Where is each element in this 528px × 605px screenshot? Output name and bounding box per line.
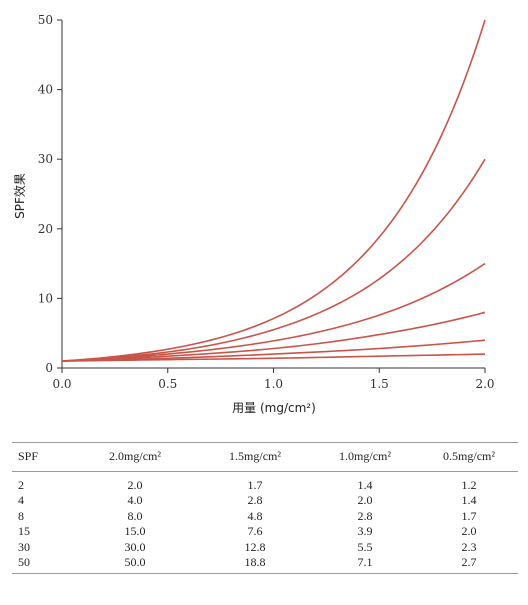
table-cell: 2.0	[461, 524, 477, 539]
y-tick-label: 30	[38, 152, 53, 166]
table-cell: 7.6	[247, 524, 263, 539]
table-row: 30 30.0 12.8 5.5 2.3	[12, 540, 518, 555]
table-cell: 50	[12, 555, 70, 575]
table-cell: 3.9	[357, 524, 373, 539]
table-cell: 1.4	[357, 478, 373, 492]
table-cell: 7.1	[310, 555, 420, 575]
chart-axes: 0 10 20 30 40 50 0.0 0.5 1.0 1.5 2.0	[38, 13, 495, 391]
table-cell: 1.4	[461, 493, 477, 508]
table-cell: 4	[18, 493, 24, 508]
series-line-5	[61, 158, 486, 362]
table-cell: 15.0	[124, 524, 146, 539]
table-cell: 2	[18, 478, 24, 492]
table-cell: 2.8	[357, 508, 373, 523]
table-cell: 1.7	[247, 478, 263, 492]
table-cell: 30	[18, 539, 30, 554]
series-line-4	[61, 262, 486, 362]
x-axis-label: 用量 (mg/cm²)	[232, 401, 316, 415]
x-tick-label: 1.0	[264, 377, 283, 391]
series-line-1	[61, 353, 486, 362]
header-1-5: 1.5mg/cm²	[200, 442, 310, 472]
table-cell: 2.7	[420, 555, 518, 575]
table-cell: 2.8	[247, 493, 263, 508]
header-1-0: 1.0mg/cm²	[310, 442, 420, 472]
table-cell: 2.3	[461, 539, 477, 554]
x-tick-label: 1.5	[370, 377, 389, 391]
spf-chart: 0 10 20 30 40 50 0.0 0.5 1.0 1.5 2.0 SPF效果 用量 (mg/…	[12, 13, 495, 415]
table-cell: 8	[18, 508, 24, 523]
table-row: 4 4.0 2.8 2.0 1.4	[12, 493, 518, 508]
table-cell: 1.2	[461, 478, 477, 492]
table-row: 8 8.0 4.8 2.8 1.7	[12, 509, 518, 524]
table-cell: 12.8	[244, 539, 266, 554]
y-tick-label: 10	[38, 291, 53, 305]
series-line-2	[61, 339, 486, 362]
table-cell: 5.5	[357, 539, 373, 554]
spf-dosage-table: SPF 2.0mg/cm² 1.5mg/cm² 1.0mg/cm² 0.5mg/…	[12, 442, 518, 575]
series-line-6	[61, 19, 486, 362]
table-cell: 4.8	[247, 508, 263, 523]
table-cell: 1.7	[461, 508, 477, 523]
table-row: 15 15.0 7.6 3.9 2.0	[12, 524, 518, 539]
spf-dosage-table-wrap: SPF 2.0mg/cm² 1.5mg/cm² 1.0mg/cm² 0.5mg/…	[12, 442, 518, 575]
y-axis-label: SPF效果	[12, 173, 27, 219]
header-2-0: 2.0mg/cm²	[70, 442, 200, 472]
table-header-row: SPF 2.0mg/cm² 1.5mg/cm² 1.0mg/cm² 0.5mg/…	[12, 442, 518, 472]
y-tick-label: 0	[45, 361, 53, 375]
table-cell: 2.0	[357, 493, 373, 508]
y-tick-label: 20	[38, 222, 53, 236]
chart-series	[61, 19, 486, 362]
table-cell: 4.0	[127, 493, 143, 508]
y-tick-label: 40	[38, 83, 53, 97]
table-row: 2 2.0 1.7 1.4 1.2	[12, 472, 518, 494]
x-tick-label: 0.5	[158, 377, 177, 391]
x-tick-label: 0.0	[52, 377, 71, 391]
table-cell: 30.0	[124, 539, 146, 554]
header-0-5: 0.5mg/cm²	[420, 442, 518, 472]
y-tick-label: 50	[38, 13, 53, 27]
header-spf: SPF	[12, 442, 70, 472]
table-row: 50 50.0 18.8 7.1 2.7	[12, 555, 518, 575]
x-tick-label: 2.0	[475, 377, 494, 391]
table-cell: 2.0	[127, 478, 143, 492]
series-line-3	[61, 311, 486, 362]
table-cell: 50.0	[70, 555, 200, 575]
table-cell: 18.8	[200, 555, 310, 575]
table-cell: 8.0	[127, 508, 143, 523]
table-cell: 15	[18, 524, 30, 539]
